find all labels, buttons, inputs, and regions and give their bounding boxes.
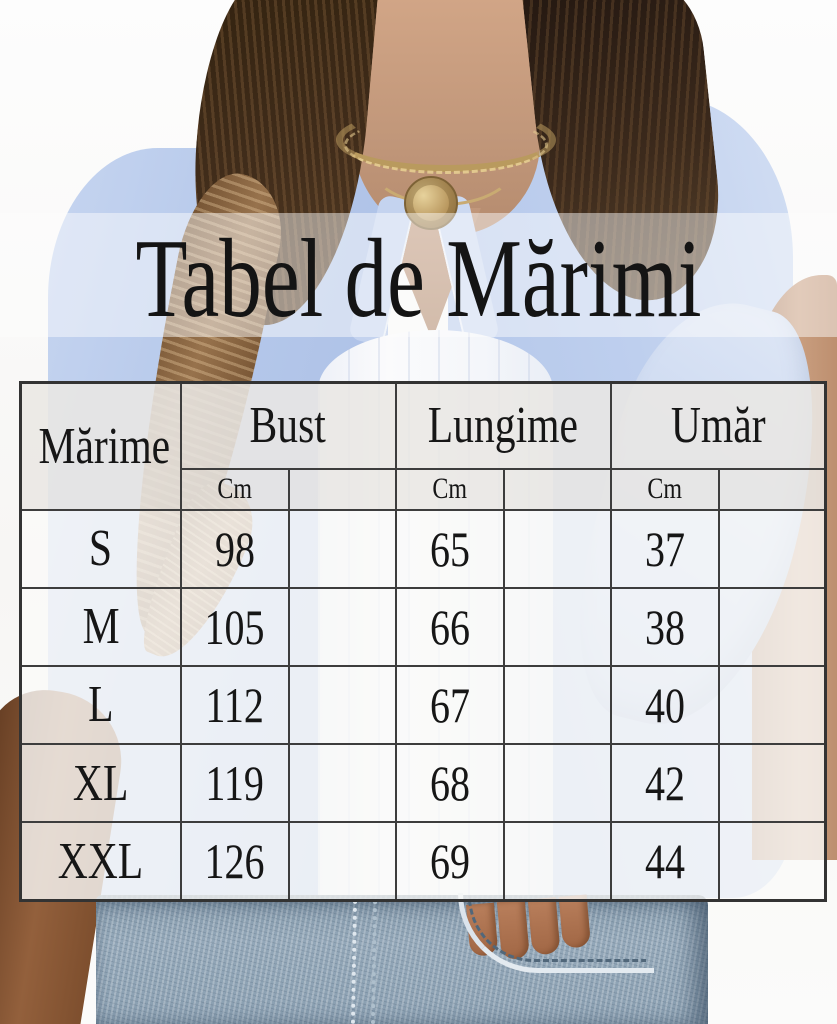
bust-value: 98: [214, 520, 255, 577]
bust-value: 119: [205, 755, 264, 812]
bust-cm-cell: 98: [179, 508, 290, 589]
page-title: Tabel de Mărimi: [135, 217, 702, 341]
bust-value: 105: [204, 598, 265, 655]
size-table: Mărime Bust Lungime Umăr Cm Cm Cm S 98 6…: [19, 381, 827, 902]
lungime-value: 69: [429, 833, 470, 890]
blank-cell: [502, 664, 612, 746]
umar-cm-cell: 38: [609, 586, 720, 667]
umar-value: 44: [644, 833, 685, 890]
column-header-marime: Mărime: [19, 381, 182, 511]
jeans-fly-seam: [350, 899, 378, 1024]
umar-cm-cell: 40: [609, 664, 720, 746]
blank-cell: [287, 586, 397, 667]
unit-header-bust-blank: [287, 467, 397, 511]
blank-cell: [717, 586, 827, 667]
blank-cell: [717, 743, 827, 824]
umar-value: 40: [644, 676, 685, 733]
column-header-umar-label: Umăr: [670, 397, 766, 455]
size-label: L: [88, 676, 114, 734]
size-label: S: [89, 520, 113, 578]
unit-label: Cm: [432, 472, 467, 505]
table-row-xl: XL 119 68 42: [19, 743, 827, 824]
lungime-cm-cell: 66: [394, 586, 505, 667]
unit-label: Cm: [647, 472, 682, 505]
column-header-umar: Umăr: [609, 381, 827, 470]
blank-cell: [717, 821, 827, 902]
bust-value: 112: [205, 676, 264, 733]
table-row-m: M 105 66 38: [19, 586, 827, 667]
unit-label: Cm: [217, 472, 252, 505]
blank-cell: [502, 821, 612, 902]
blank-cell: [502, 586, 612, 667]
table-row-l: L 112 67 40: [19, 664, 827, 746]
size-cell: XL: [19, 743, 182, 824]
blank-cell: [502, 743, 612, 824]
bust-cm-cell: 112: [179, 664, 290, 746]
lungime-value: 67: [429, 676, 470, 733]
blank-cell: [717, 664, 827, 746]
table-row-xxl: XXL 126 69 44: [19, 821, 827, 902]
umar-cm-cell: 37: [609, 508, 720, 589]
bust-cm-cell: 105: [179, 586, 290, 667]
blank-cell: [287, 508, 397, 589]
lungime-cm-cell: 65: [394, 508, 505, 589]
blank-cell: [717, 508, 827, 589]
unit-header-umar-blank: [717, 467, 827, 511]
column-header-bust: Bust: [179, 381, 397, 470]
blank-cell: [287, 821, 397, 902]
size-label: XXL: [58, 832, 144, 890]
umar-cm-cell: 44: [609, 821, 720, 902]
blank-cell: [287, 664, 397, 746]
column-header-marime-label: Mărime: [38, 417, 171, 475]
bust-cm-cell: 119: [179, 743, 290, 824]
size-cell: XXL: [19, 821, 182, 902]
size-label: XL: [73, 754, 129, 812]
lungime-value: 65: [429, 520, 470, 577]
size-cell: S: [19, 508, 182, 589]
medallion-pendant: [404, 176, 458, 230]
table-row-s: S 98 65 37: [19, 508, 827, 589]
lungime-value: 68: [429, 755, 470, 812]
lungime-cm-cell: 69: [394, 821, 505, 902]
unit-header-umar-cm: Cm: [609, 467, 720, 511]
size-cell: M: [19, 586, 182, 667]
bust-value: 126: [204, 833, 265, 890]
size-label: M: [82, 598, 120, 656]
column-header-lungime-label: Lungime: [427, 397, 579, 455]
umar-value: 38: [644, 598, 685, 655]
table-header-row: Mărime Bust Lungime Umăr: [19, 381, 827, 511]
bust-cm-cell: 126: [179, 821, 290, 902]
column-header-lungime: Lungime: [394, 381, 612, 470]
lungime-cm-cell: 68: [394, 743, 505, 824]
umar-value: 37: [644, 520, 685, 577]
blank-cell: [287, 743, 397, 824]
title-band: [0, 213, 837, 337]
unit-header-lungime-cm: Cm: [394, 467, 505, 511]
unit-header-bust-cm: Cm: [179, 467, 290, 511]
unit-header-lungime-blank: [502, 467, 612, 511]
column-header-bust-label: Bust: [249, 397, 327, 455]
size-cell: L: [19, 664, 182, 746]
lungime-cm-cell: 67: [394, 664, 505, 746]
blank-cell: [502, 508, 612, 589]
umar-value: 42: [644, 755, 685, 812]
umar-cm-cell: 42: [609, 743, 720, 824]
table-unit-row: Cm Cm Cm: [21, 467, 827, 511]
lungime-value: 66: [429, 598, 470, 655]
